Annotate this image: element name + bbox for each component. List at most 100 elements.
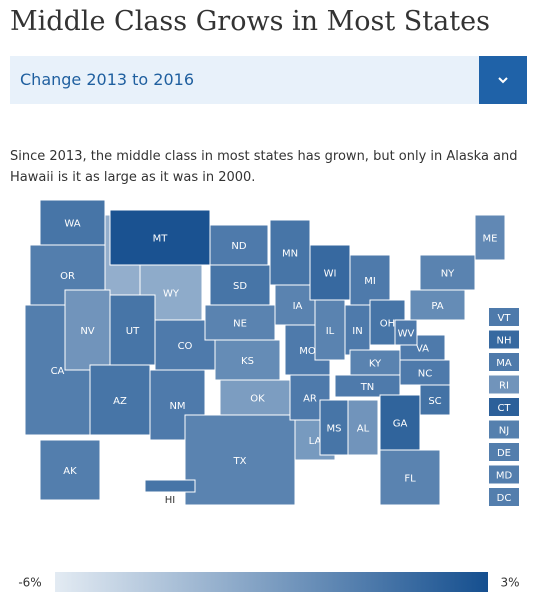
state-label: GA: [393, 419, 408, 430]
dropdown[interactable]: Change 2013 to 2016: [10, 56, 527, 104]
state-label: MO: [299, 346, 316, 357]
state-label: WV: [398, 329, 415, 340]
state-label: RI: [499, 381, 509, 392]
state-label: TN: [360, 382, 375, 393]
state-label: NC: [418, 369, 432, 380]
state-label: HI: [165, 495, 175, 506]
dropdown-label: Change 2013 to 2016: [20, 70, 195, 89]
state: [394, 319, 418, 346]
state: [379, 394, 421, 451]
legend-label: -6%: [18, 576, 41, 590]
description: Since 2013, the middle class in most sta…: [10, 149, 518, 185]
state: [314, 299, 346, 361]
state: [347, 399, 379, 456]
state: [379, 449, 441, 506]
state-label: ND: [231, 241, 246, 252]
state-label: MS: [327, 424, 342, 435]
state: [109, 294, 156, 366]
state: [29, 244, 106, 306]
state: [474, 214, 506, 261]
state-label: SD: [233, 281, 247, 292]
state: [64, 289, 111, 371]
state: [489, 488, 519, 506]
state: [334, 374, 401, 398]
state-label: CT: [497, 403, 511, 414]
legend-label: 3%: [500, 576, 519, 590]
state: [319, 399, 349, 456]
state: [419, 384, 451, 416]
state-label: TX: [233, 456, 247, 467]
state: [144, 479, 196, 493]
state-label: OK: [250, 394, 265, 405]
state-label: ID: [117, 255, 128, 266]
state-label: AR: [303, 394, 317, 405]
state-label: NY: [441, 269, 455, 280]
state-label: OH: [380, 319, 395, 330]
state: [154, 319, 216, 371]
state-label: IA: [293, 301, 303, 312]
state-label: ME: [483, 234, 498, 245]
state: [284, 324, 331, 376]
state: [139, 264, 203, 321]
state-label: CA: [51, 366, 65, 377]
state: [184, 414, 296, 506]
state-label: WI: [324, 269, 337, 280]
state: [489, 398, 519, 416]
state: [39, 439, 101, 501]
state-label: NH: [497, 336, 512, 347]
state-label: MA: [496, 358, 512, 369]
state-label: VA: [416, 344, 429, 355]
state: [349, 254, 391, 306]
state: [489, 330, 519, 349]
state: [399, 334, 446, 361]
state-label: PA: [431, 301, 443, 312]
state-label: UT: [126, 326, 140, 337]
dropdown-button[interactable]: [479, 56, 527, 104]
state-label: KY: [369, 359, 382, 370]
state: [289, 374, 331, 421]
state: [104, 214, 141, 304]
state-label: WA: [64, 219, 80, 230]
chevron: [498, 77, 508, 84]
state-label: NM: [169, 401, 185, 412]
state-label: FL: [404, 474, 416, 485]
state: [204, 304, 276, 341]
state-label: CO: [178, 341, 193, 352]
state: [399, 359, 451, 386]
state: [109, 209, 211, 266]
state: [489, 420, 519, 439]
state-label: AL: [357, 424, 370, 435]
state-label: WY: [163, 289, 180, 300]
state-label: OR: [60, 271, 75, 282]
state-label: IN: [352, 326, 362, 337]
state-label: VT: [498, 313, 512, 324]
state: [209, 264, 271, 306]
state: [274, 284, 321, 326]
state: [489, 375, 519, 394]
legend-gradient: [55, 572, 488, 592]
state: [489, 308, 519, 326]
state-label: AK: [63, 466, 77, 477]
state: [349, 349, 401, 376]
state-label: DC: [497, 493, 512, 504]
state: [409, 289, 466, 321]
state: [369, 299, 406, 346]
state: [219, 379, 296, 416]
state: [309, 244, 351, 301]
state: [419, 254, 476, 291]
state: [489, 443, 519, 461]
state-label: MI: [364, 276, 376, 287]
state: [489, 465, 519, 484]
state-label: MD: [496, 471, 513, 482]
state-label: NE: [233, 319, 247, 330]
state: [344, 304, 371, 356]
state-label: AZ: [113, 396, 127, 407]
state: [209, 224, 269, 266]
state-label: MN: [282, 249, 298, 260]
state-label: IL: [326, 326, 335, 337]
state-label: MT: [153, 234, 169, 245]
state-label: LA: [309, 436, 322, 447]
state: [39, 199, 106, 246]
state: [489, 353, 519, 371]
state: [89, 364, 151, 436]
